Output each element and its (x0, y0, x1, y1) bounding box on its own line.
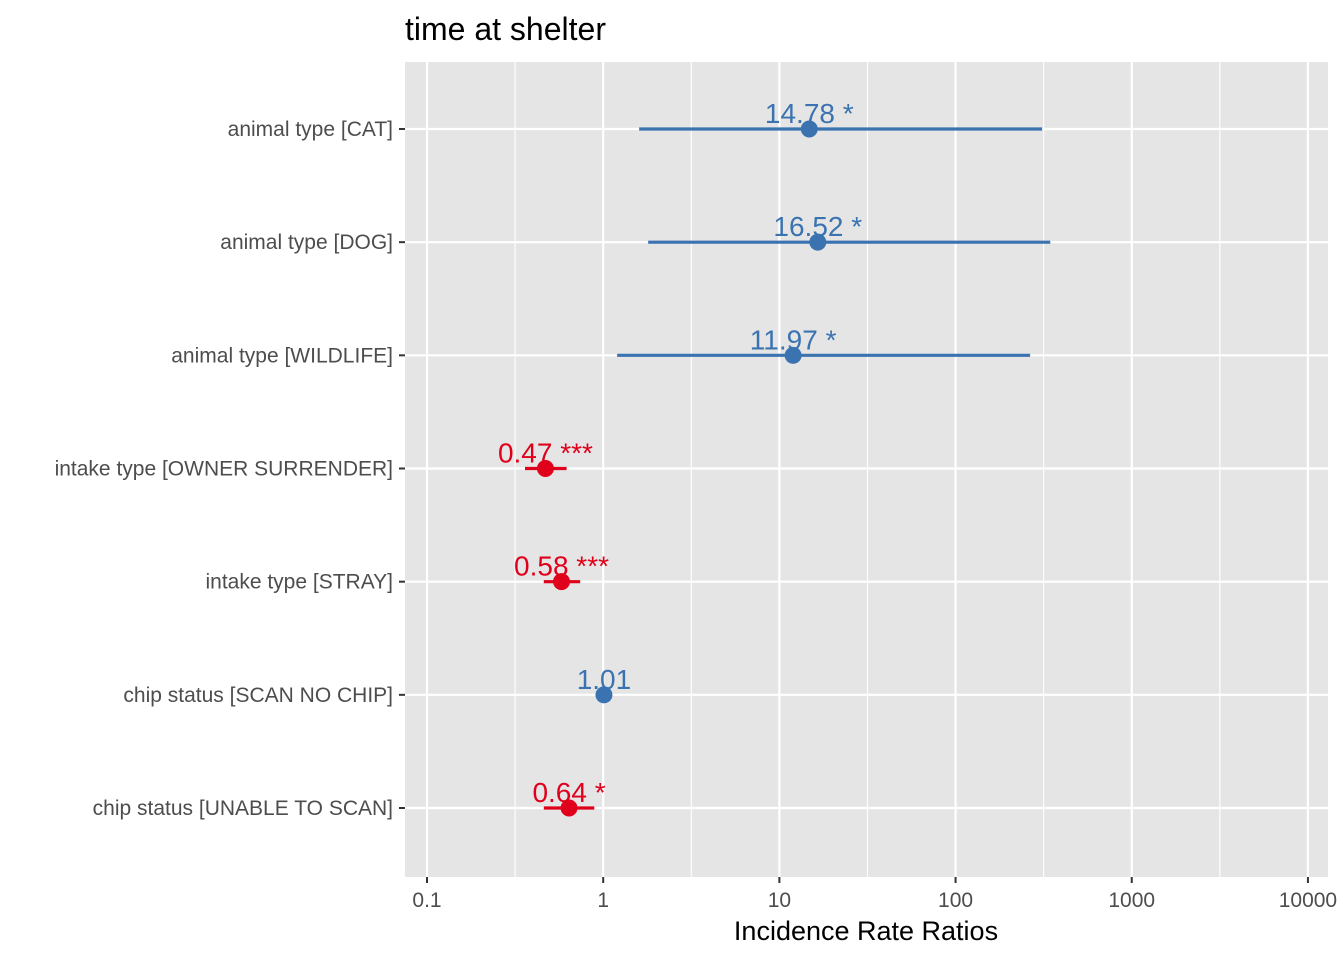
y-tick-label: chip status [SCAN NO CHIP] (123, 684, 393, 707)
y-tick-label: animal type [DOG] (220, 231, 393, 254)
x-tick-label: 10 (768, 889, 791, 912)
x-tick-label: 1 (597, 889, 609, 912)
chart-title: time at shelter (405, 11, 606, 47)
x-tick-label: 1000 (1108, 889, 1155, 912)
y-tick-label: animal type [WILDLIFE] (171, 344, 393, 367)
x-axis-label: Incidence Rate Ratios (734, 916, 998, 946)
y-tick-label: animal type [CAT] (228, 118, 393, 141)
value-label: 0.64 * (532, 777, 605, 808)
value-label: 1.01 (577, 664, 632, 695)
x-tick-label: 0.1 (412, 889, 441, 912)
point-estimate (784, 346, 802, 364)
x-tick-label: 100 (938, 889, 973, 912)
value-label: 0.58 *** (514, 551, 609, 582)
axes: 0.1 1 10 100 1000 10000 animal type [CAT] anima… (55, 118, 1338, 912)
value-label: 14.78 * (765, 98, 854, 129)
point-estimate (595, 686, 613, 704)
y-tick-label: intake type [STRAY] (205, 571, 393, 594)
y-tick-label: chip status [UNABLE TO SCAN] (93, 797, 393, 820)
value-label: 11.97 * (750, 324, 837, 355)
point-estimate (536, 460, 554, 477)
estimates: 14.78 * 16.52 * 11.97 * 0.47 *** 0.58 *** 1.0… (498, 98, 1051, 817)
value-label: 0.47 *** (498, 438, 593, 469)
point-estimate (560, 799, 578, 817)
x-tick-label: 10000 (1279, 889, 1337, 912)
point-estimate (809, 233, 827, 251)
value-label: 16.52 * (773, 211, 862, 242)
point-estimate (800, 120, 818, 138)
y-tick-label: intake type [OWNER SURRENDER] (55, 458, 393, 481)
point-estimate (553, 573, 571, 591)
